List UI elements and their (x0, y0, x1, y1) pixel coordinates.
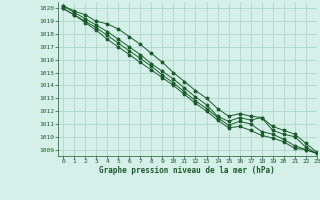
X-axis label: Graphe pression niveau de la mer (hPa): Graphe pression niveau de la mer (hPa) (99, 166, 275, 175)
